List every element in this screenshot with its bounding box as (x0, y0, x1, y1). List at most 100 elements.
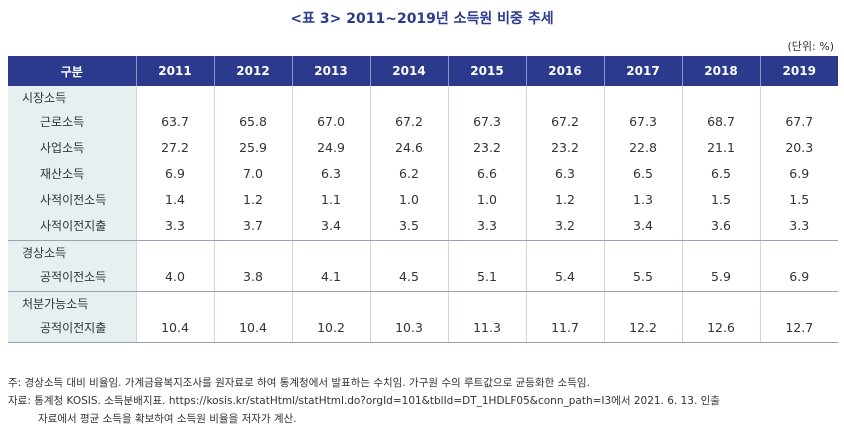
empty-cell (525, 86, 604, 108)
empty-cell (369, 86, 448, 108)
table-row: 재산소득 6.9 7.0 6.3 6.2 6.6 6.3 6.5 6.5 6.9 (8, 160, 838, 186)
value-cell: 67.3 (447, 108, 526, 134)
source-line-continued: 자료에서 평균 소득을 확보하여 소득원 비율을 저자가 계산. (38, 413, 297, 425)
table-row: 사적이전지출 3.3 3.7 3.4 3.5 3.3 3.2 3.4 3.6 3.3 (8, 212, 838, 241)
value-cell: 67.2 (525, 108, 604, 134)
value-cell: 5.4 (525, 263, 604, 292)
value-cell: 22.8 (603, 134, 682, 160)
value-cell: 11.7 (525, 314, 604, 343)
empty-cell (525, 291, 604, 314)
header-year: 2014 (370, 56, 449, 86)
table-group: 경상소득 공적이전소득 4.0 3.8 4.1 4.5 5.1 5.4 5.5 5.9 6.9 (8, 240, 838, 292)
row-label: 사적이전지출 (8, 212, 136, 241)
value-cell: 3.6 (681, 212, 760, 241)
row-label: 공적이전소득 (8, 263, 136, 292)
value-cell: 67.2 (369, 108, 448, 134)
header-year: 2015 (448, 56, 527, 86)
empty-cell (603, 240, 682, 263)
header-year: 2016 (526, 56, 605, 86)
empty-cell (525, 240, 604, 263)
income-share-table: 구분 2011 2012 2013 2014 2015 2016 2017 20… (8, 56, 838, 343)
value-cell: 3.3 (447, 212, 526, 241)
value-cell: 6.3 (291, 160, 370, 186)
value-cell: 6.9 (759, 263, 838, 292)
value-cell: 68.7 (681, 108, 760, 134)
value-cell: 6.9 (135, 160, 214, 186)
empty-cell (291, 86, 370, 108)
value-cell: 6.5 (681, 160, 760, 186)
value-cell: 65.8 (213, 108, 292, 134)
empty-cell (291, 240, 370, 263)
value-cell: 12.7 (759, 314, 838, 343)
value-cell: 1.5 (681, 186, 760, 212)
value-cell: 3.2 (525, 212, 604, 241)
value-cell: 3.8 (213, 263, 292, 292)
value-cell: 6.9 (759, 160, 838, 186)
value-cell: 6.5 (603, 160, 682, 186)
empty-cell (213, 86, 292, 108)
header-year: 2013 (292, 56, 371, 86)
value-cell: 3.3 (135, 212, 214, 241)
value-cell: 23.2 (525, 134, 604, 160)
value-cell: 67.0 (291, 108, 370, 134)
value-cell: 23.2 (447, 134, 526, 160)
value-cell: 24.6 (369, 134, 448, 160)
value-cell: 25.9 (213, 134, 292, 160)
table-title: <표 3> 2011~2019년 소득원 비중 추세 (290, 11, 554, 27)
empty-cell (447, 240, 526, 263)
table-group: 시장소득 근로소득 63.7 65.8 67.0 67.2 67.3 67.2 67.3 68.7… (8, 86, 838, 241)
value-cell: 12.6 (681, 314, 760, 343)
value-cell: 1.0 (447, 186, 526, 212)
value-cell: 21.1 (681, 134, 760, 160)
header-row: 구분 2011 2012 2013 2014 2015 2016 2017 20… (8, 56, 838, 86)
table-row: 공적이전지출 10.4 10.4 10.2 10.3 11.3 11.7 12.2 12.6 12… (8, 314, 838, 343)
header-year: 2017 (604, 56, 683, 86)
value-cell: 12.2 (603, 314, 682, 343)
empty-cell (603, 291, 682, 314)
value-cell: 3.4 (603, 212, 682, 241)
group-label: 시장소득 (8, 86, 136, 108)
table-row: 사업소득 27.2 25.9 24.9 24.6 23.2 23.2 22.8 21.1 20.3 (8, 134, 838, 160)
empty-cell (135, 291, 214, 314)
value-cell: 6.3 (525, 160, 604, 186)
empty-cell (447, 86, 526, 108)
group-header-row: 경상소득 (8, 240, 838, 263)
empty-cell (681, 291, 760, 314)
value-cell: 67.3 (603, 108, 682, 134)
value-cell: 3.4 (291, 212, 370, 241)
row-label: 재산소득 (8, 160, 136, 186)
value-cell: 5.1 (447, 263, 526, 292)
value-cell: 1.2 (525, 186, 604, 212)
empty-cell (681, 86, 760, 108)
empty-cell (213, 240, 292, 263)
value-cell: 1.1 (291, 186, 370, 212)
group-label: 처분가능소득 (8, 291, 136, 314)
table-group: 처분가능소득 공적이전지출 10.4 10.4 10.2 10.3 11.3 11.7 12.2… (8, 291, 838, 343)
value-cell: 24.9 (291, 134, 370, 160)
value-cell: 6.2 (369, 160, 448, 186)
value-cell: 10.3 (369, 314, 448, 343)
value-cell: 6.6 (447, 160, 526, 186)
value-cell: 63.7 (135, 108, 214, 134)
row-label: 공적이전지출 (8, 314, 136, 343)
empty-cell (681, 240, 760, 263)
value-cell: 10.2 (291, 314, 370, 343)
empty-cell (135, 240, 214, 263)
empty-cell (369, 240, 448, 263)
empty-cell (291, 291, 370, 314)
table-row: 근로소득 63.7 65.8 67.0 67.2 67.3 67.2 67.3 68.7 67.7 (8, 108, 838, 134)
value-cell: 4.1 (291, 263, 370, 292)
header-year: 2019 (760, 56, 838, 86)
table-row: 공적이전소득 4.0 3.8 4.1 4.5 5.1 5.4 5.5 5.9 6.9 (8, 263, 838, 292)
value-cell: 5.9 (681, 263, 760, 292)
value-cell: 1.0 (369, 186, 448, 212)
value-cell: 3.7 (213, 212, 292, 241)
value-cell: 10.4 (135, 314, 214, 343)
value-cell: 67.7 (759, 108, 838, 134)
value-cell: 20.3 (759, 134, 838, 160)
empty-cell (213, 291, 292, 314)
row-label: 사적이전소득 (8, 186, 136, 212)
source-line: 자료: 통계청 KOSIS. 소득분배지표. https://kosis.kr/… (8, 395, 720, 407)
note-line: 주: 경상소득 대비 비율임. 가계금융복지조사를 원자료로 하여 통계청에서 … (8, 377, 590, 389)
group-header-row: 처분가능소득 (8, 291, 838, 314)
